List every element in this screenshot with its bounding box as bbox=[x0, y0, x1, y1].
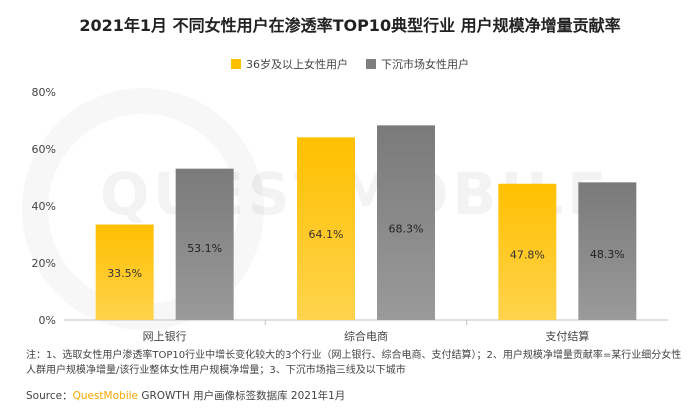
legend: 36岁及以上女性用户 下沉市场女性用户 bbox=[0, 56, 700, 72]
bar-lower-tier-female bbox=[377, 125, 435, 320]
y-tick-label: 0% bbox=[39, 314, 56, 327]
legend-label-lower-tier-female: 下沉市场女性用户 bbox=[381, 58, 469, 71]
legend-swatch-yellow bbox=[231, 59, 241, 69]
bar-36plus-female bbox=[297, 137, 355, 320]
bar-36plus-female bbox=[498, 183, 557, 320]
source-rest: GROWTH 用户画像标签数据库 2021年1月 bbox=[138, 390, 346, 402]
y-tick-label: 60% bbox=[32, 143, 56, 156]
y-tick-label: 40% bbox=[32, 200, 56, 213]
legend-item-lower-tier-female: 下沉市场女性用户 bbox=[366, 56, 469, 72]
source-prefix: Source： bbox=[26, 390, 73, 402]
source-brand: QuestMobile bbox=[72, 390, 138, 402]
bar-value-label: 33.5% bbox=[107, 267, 142, 280]
source-line: Source：QuestMobile GROWTH 用户画像标签数据库 2021… bbox=[26, 388, 345, 403]
x-category-label: 支付结算 bbox=[545, 329, 589, 343]
y-tick-label: 80% bbox=[32, 86, 56, 99]
bar-value-label: 47.8% bbox=[510, 249, 545, 262]
bar-lower-tier-female bbox=[175, 168, 234, 320]
legend-item-36plus-female: 36岁及以上女性用户 bbox=[231, 56, 348, 72]
bar-36plus-female bbox=[95, 224, 154, 320]
chart-title: 2021年1月 不同女性用户在渗透率TOP10典型行业 用户规模净增量贡献率 bbox=[79, 16, 621, 35]
bar-value-label: 53.1% bbox=[187, 242, 222, 255]
bar-value-label: 64.1% bbox=[309, 228, 344, 241]
y-tick-label: 20% bbox=[32, 257, 56, 270]
footnote: 注：1、选取女性用户渗透率TOP10行业中增长变化较大的3个行业（网上银行、综合… bbox=[26, 350, 682, 376]
bar-lower-tier-female bbox=[578, 182, 637, 320]
x-category-label: 综合电商 bbox=[344, 329, 388, 343]
legend-label-36plus-female: 36岁及以上女性用户 bbox=[246, 58, 348, 71]
legend-swatch-gray bbox=[366, 59, 376, 69]
x-category-label: 网上银行 bbox=[143, 329, 187, 343]
bar-value-label: 48.3% bbox=[590, 248, 625, 261]
bar-value-label: 68.3% bbox=[389, 222, 424, 235]
